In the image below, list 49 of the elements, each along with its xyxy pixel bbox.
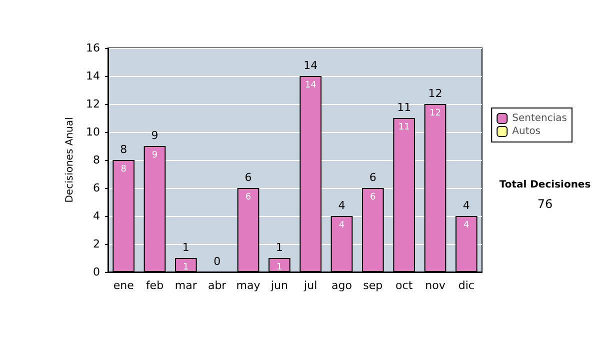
x-tick-label: mar: [174, 279, 198, 292]
data-label: 4: [338, 220, 345, 230]
total-label: 1: [276, 241, 283, 254]
data-label: 8: [120, 164, 127, 174]
total-label: 4: [462, 199, 470, 212]
y-tick-label: 4: [93, 210, 100, 222]
x-tick-label: nov: [425, 279, 446, 292]
data-label: 14: [304, 80, 317, 90]
y-tick-label: 16: [86, 42, 100, 54]
total-label: 14: [304, 59, 318, 72]
text: Total Decisiones: [499, 180, 591, 190]
y-tick-label: 0: [93, 266, 100, 278]
legend-label: Autos: [512, 126, 541, 137]
total-label: 12: [428, 87, 442, 100]
y-tick-label: 6: [93, 182, 100, 194]
data-label: 1: [276, 262, 282, 272]
x-tick-label: feb: [146, 279, 164, 292]
x-tick-label: dic: [458, 279, 474, 292]
x-tick-label: jul: [303, 279, 318, 292]
x-tick-label: abr: [208, 279, 227, 292]
data-label: 1: [183, 262, 189, 272]
x-tick-label: may: [236, 279, 261, 292]
legend-label: Sentencias: [512, 113, 568, 124]
data-label: 9: [152, 150, 158, 160]
y-tick-label: 8: [93, 154, 100, 166]
x-tick-label: jun: [270, 279, 288, 292]
y-tick-label: 14: [86, 70, 100, 82]
total-label: 8: [120, 143, 128, 156]
data-label: 6: [245, 192, 252, 202]
x-tick-label: ago: [332, 279, 352, 292]
data-label: 12: [430, 108, 441, 118]
total-label: 9: [151, 129, 158, 142]
y-tick-label: 10: [86, 126, 100, 138]
total-label: 1: [182, 241, 190, 254]
y-tick-label: 2: [93, 238, 100, 250]
y-axis-title: Decisiones Anual: [64, 117, 76, 203]
x-tick-label: oct: [396, 279, 414, 292]
text: 76: [537, 197, 553, 211]
data-label: 4: [464, 220, 470, 230]
x-tick-label: ene: [113, 279, 134, 292]
data-label: 6: [370, 192, 376, 202]
total-label: 4: [338, 199, 346, 212]
data-label: 11: [398, 122, 410, 132]
y-tick-label: 12: [86, 98, 100, 110]
total-label: 6: [244, 171, 252, 184]
total-label: 11: [397, 101, 412, 114]
x-tick-label: sep: [363, 279, 383, 292]
total-label: 0: [214, 255, 221, 268]
total-label: 6: [369, 171, 376, 184]
